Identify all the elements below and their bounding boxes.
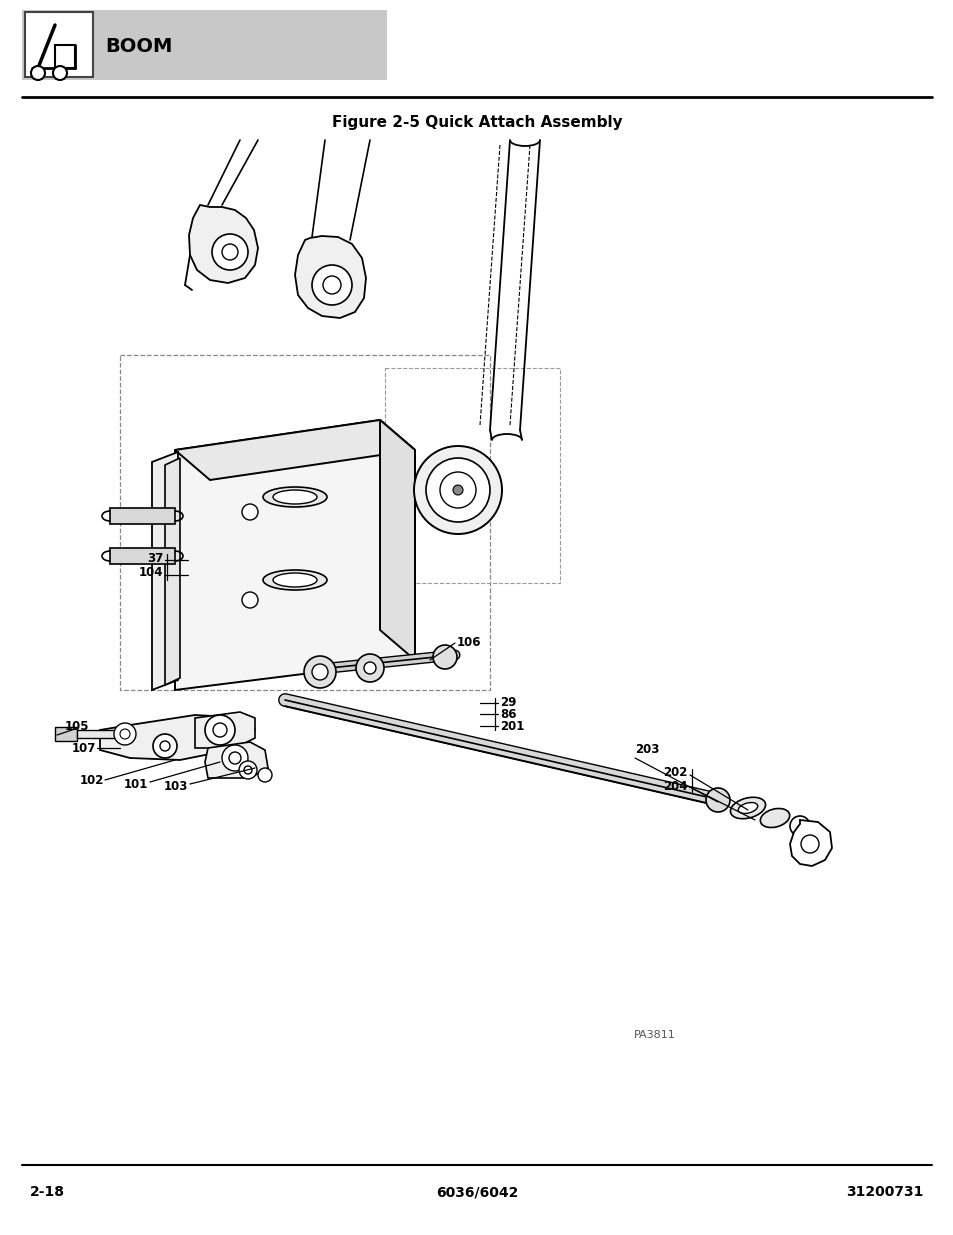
Text: 37: 37 <box>147 552 163 564</box>
Text: 204: 204 <box>662 779 687 793</box>
Text: 203: 203 <box>635 743 659 756</box>
Polygon shape <box>152 452 178 690</box>
Polygon shape <box>194 713 254 748</box>
Polygon shape <box>174 420 415 690</box>
Text: 202: 202 <box>663 767 687 779</box>
Circle shape <box>53 65 67 80</box>
Ellipse shape <box>263 571 327 590</box>
Polygon shape <box>165 458 180 685</box>
Polygon shape <box>205 742 268 778</box>
Circle shape <box>257 768 272 782</box>
Text: 103: 103 <box>164 781 188 794</box>
Circle shape <box>222 245 237 261</box>
Circle shape <box>364 662 375 674</box>
Text: 106: 106 <box>456 636 481 650</box>
Polygon shape <box>379 420 415 659</box>
Text: 6036/6042: 6036/6042 <box>436 1186 517 1199</box>
Text: 2-18: 2-18 <box>30 1186 65 1199</box>
Bar <box>22 10 387 80</box>
Text: 102: 102 <box>79 773 104 787</box>
Polygon shape <box>294 236 366 317</box>
Polygon shape <box>189 205 257 283</box>
Circle shape <box>312 266 352 305</box>
Circle shape <box>789 816 809 836</box>
Circle shape <box>304 656 335 688</box>
Circle shape <box>414 446 501 534</box>
Ellipse shape <box>273 490 316 504</box>
Text: BOOM: BOOM <box>105 37 172 57</box>
Bar <box>430 459 484 520</box>
Text: 107: 107 <box>71 741 96 755</box>
Bar <box>77 730 117 739</box>
Text: 104: 104 <box>138 567 163 579</box>
Circle shape <box>222 745 248 771</box>
Circle shape <box>244 766 252 774</box>
Circle shape <box>242 504 257 520</box>
Circle shape <box>453 485 462 495</box>
Circle shape <box>160 741 170 751</box>
Text: 29: 29 <box>499 697 516 709</box>
Circle shape <box>312 664 328 680</box>
Text: 201: 201 <box>499 720 524 732</box>
Circle shape <box>120 729 130 739</box>
Ellipse shape <box>263 487 327 508</box>
Text: 101: 101 <box>124 778 148 790</box>
Text: 31200731: 31200731 <box>845 1186 923 1199</box>
Circle shape <box>323 275 340 294</box>
Circle shape <box>801 835 818 853</box>
Bar <box>25 12 92 77</box>
Text: 86: 86 <box>499 708 516 720</box>
Bar <box>55 727 77 741</box>
Ellipse shape <box>738 803 757 814</box>
Text: Figure 2-5 Quick Attach Assembly: Figure 2-5 Quick Attach Assembly <box>332 115 621 130</box>
Bar <box>55 44 75 68</box>
Text: PA3811: PA3811 <box>634 1030 675 1040</box>
Text: 105: 105 <box>65 720 90 732</box>
Ellipse shape <box>760 809 789 827</box>
Circle shape <box>705 788 729 811</box>
Polygon shape <box>174 420 415 480</box>
Circle shape <box>239 761 256 779</box>
Circle shape <box>113 722 136 745</box>
Bar <box>120 354 490 690</box>
Circle shape <box>152 734 177 758</box>
Circle shape <box>205 715 234 745</box>
Circle shape <box>212 233 248 270</box>
Circle shape <box>30 65 45 80</box>
Circle shape <box>213 722 227 737</box>
Circle shape <box>229 752 241 764</box>
Bar <box>110 548 174 564</box>
Ellipse shape <box>273 573 316 587</box>
Circle shape <box>242 592 257 608</box>
Bar <box>385 368 559 583</box>
Circle shape <box>433 645 456 669</box>
Circle shape <box>426 458 490 522</box>
Circle shape <box>439 472 476 508</box>
Ellipse shape <box>730 798 764 819</box>
Circle shape <box>355 655 384 682</box>
Polygon shape <box>789 820 831 866</box>
Polygon shape <box>100 715 254 760</box>
Bar <box>110 508 174 524</box>
